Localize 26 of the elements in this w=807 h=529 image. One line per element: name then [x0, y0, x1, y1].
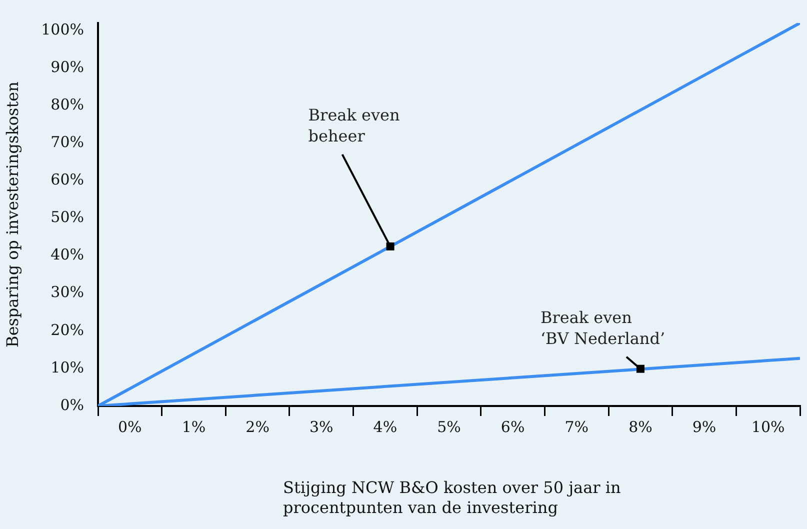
y-tick-label: 0%: [60, 396, 84, 414]
annotation: Break even ‘BV Nederland’: [540, 308, 666, 348]
y-tick-label: 100%: [41, 20, 84, 38]
x-tick-label: 8%: [628, 418, 652, 436]
y-tick-label: 80%: [50, 96, 84, 114]
y-tick-label: 60%: [50, 170, 84, 189]
x-tick-label: 6%: [500, 418, 525, 436]
x-tick-label: 10%: [751, 418, 785, 436]
y-tick-label: 30%: [50, 283, 84, 302]
x-tick-label: 7%: [564, 418, 589, 436]
y-tick-label: 50%: [50, 208, 84, 226]
y-tick-label: 20%: [50, 320, 84, 339]
x-tick-label: 5%: [437, 418, 461, 436]
annotation: Break even beheer: [308, 106, 400, 146]
x-tick-label: 9%: [692, 418, 716, 436]
y-tick-label: 70%: [50, 133, 84, 152]
x-tick-label: 0%: [118, 418, 142, 436]
x-tick-label: 1%: [182, 418, 206, 436]
x-axis-title: Stijging NCW B&O kosten over 50 jaar in procentpunten van de investering: [283, 478, 622, 518]
y-axis-title: Besparing op investeringskosten: [3, 82, 22, 348]
x-tick-label: 3%: [309, 418, 334, 436]
x-tick-label: 4%: [373, 418, 398, 436]
x-tick-label: 2%: [246, 418, 270, 436]
y-tick-label: 10%: [50, 358, 84, 376]
y-tick-label: 40%: [50, 246, 84, 264]
y-tick-label: 90%: [50, 58, 84, 76]
